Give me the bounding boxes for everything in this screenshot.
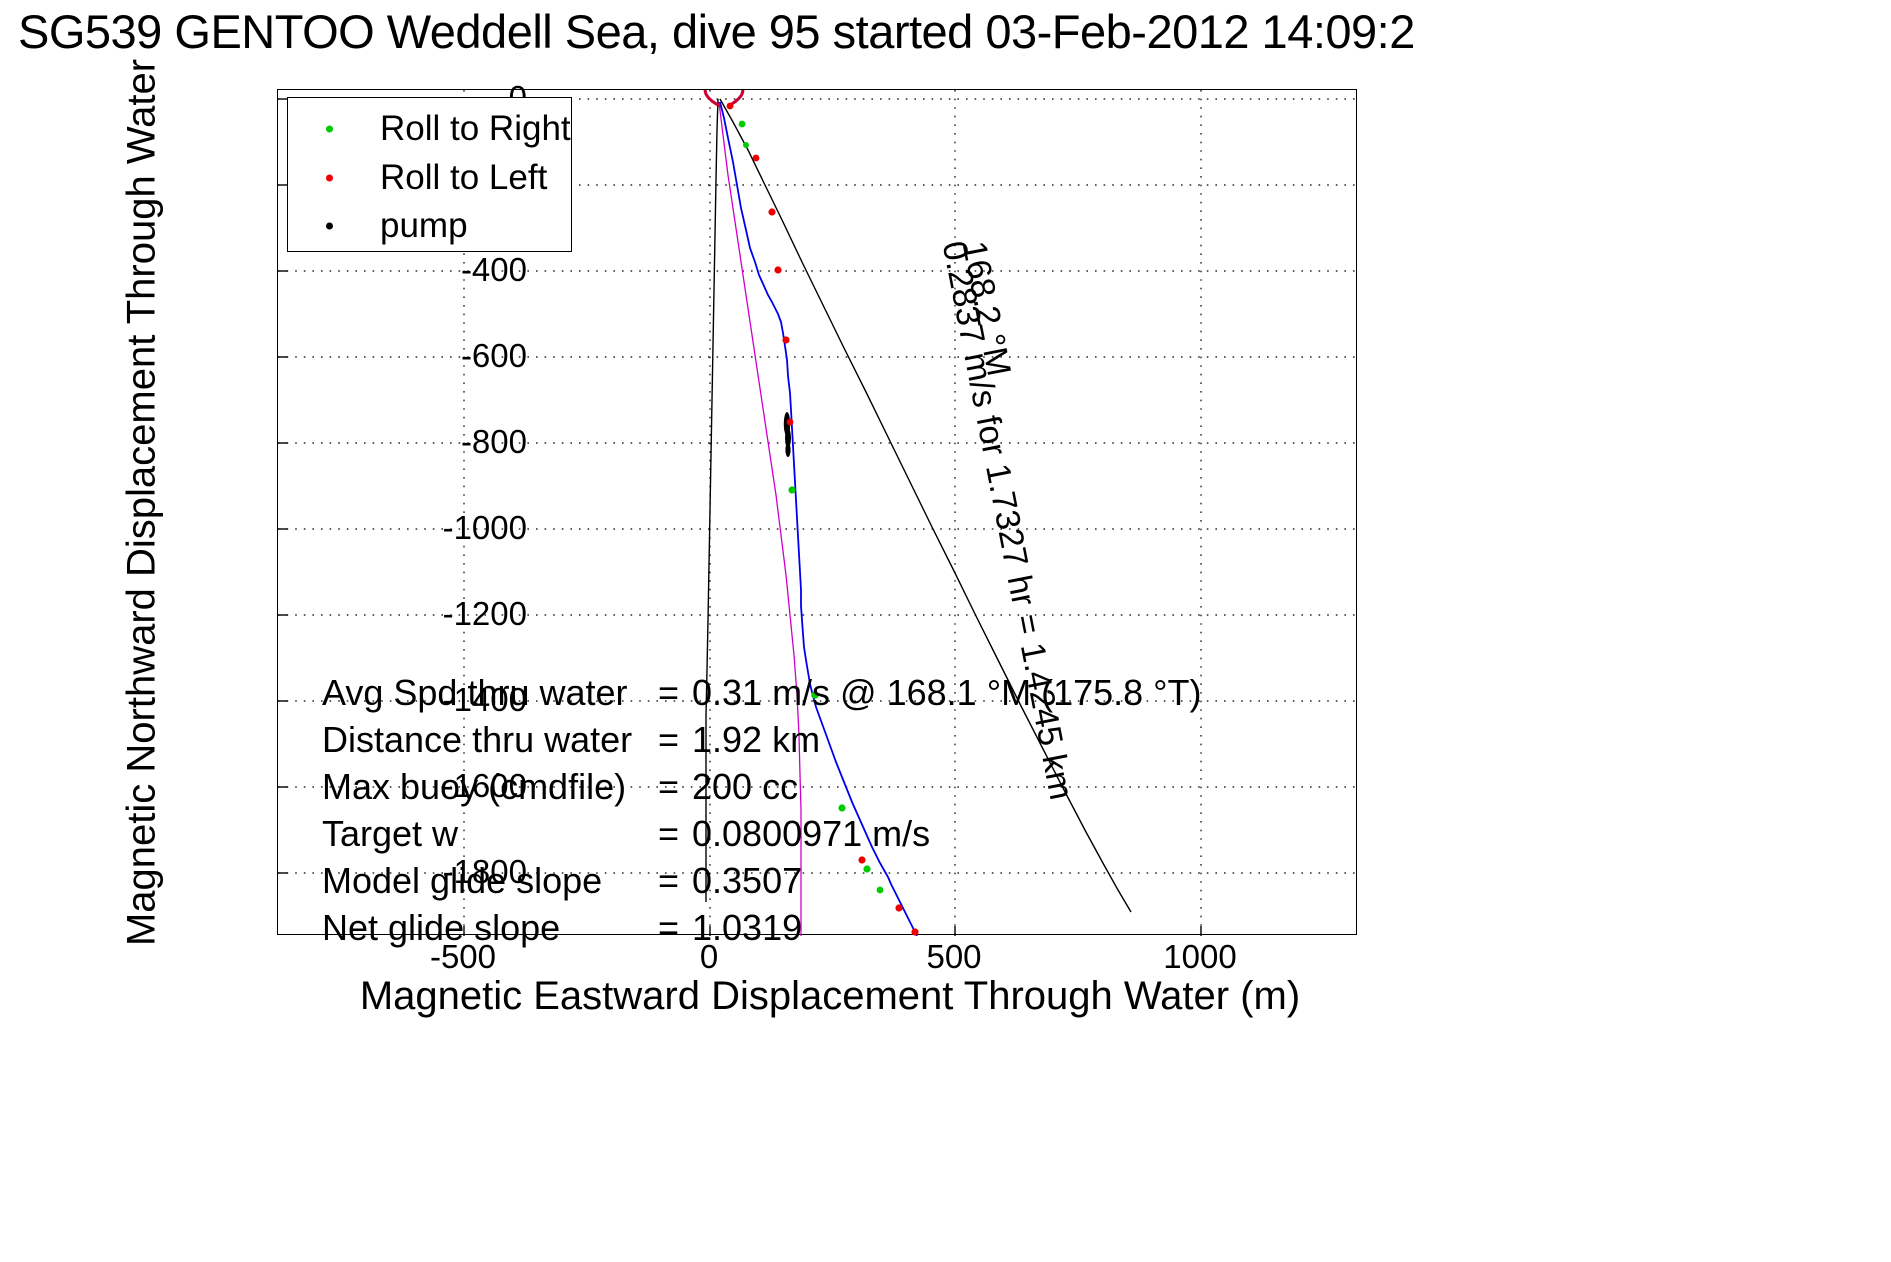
stat-value-target-w: 0.0800971 m/s	[692, 813, 931, 854]
stat-eq-distance: =	[658, 719, 680, 760]
stat-value-model-glide-slope: 0.3507	[692, 860, 803, 901]
stat-key-net-glide-slope: Net glide slope	[322, 907, 561, 948]
stat-key-target-w: Target w	[322, 813, 459, 854]
x-axis-label: Magnetic Eastward Displacement Through W…	[359, 974, 1301, 1018]
stat-eq-avg-speed: =	[658, 672, 680, 713]
stat-value-avg-speed: 0.31 m/s @ 168.1 °M (175.8 °T)	[692, 672, 1202, 713]
markers-pump	[783, 412, 791, 457]
stat-key-max-buoy: Max buoy (cmdfile)	[322, 766, 627, 807]
y-tick-9: -1800	[442, 853, 527, 890]
data-series	[703, 90, 1132, 936]
x-tick-0: -500	[429, 938, 497, 975]
legend-item-roll-left[interactable]: Roll to Left	[288, 154, 571, 202]
legend-label-roll-right: Roll to Right	[380, 109, 571, 148]
markers-roll-right	[738, 120, 884, 894]
x-tick-3: 1000	[1163, 938, 1237, 975]
series-vertical-reference	[705, 98, 719, 902]
stat-value-max-buoy: 200 cc	[692, 766, 799, 807]
stat-key-distance: Distance thru water	[322, 719, 633, 760]
y-tick-3: -600	[460, 337, 527, 374]
y-tick-2: -400	[460, 251, 527, 288]
stat-eq-max-buoy: =	[658, 766, 680, 807]
pump-marker-icon	[326, 222, 333, 230]
legend-item-roll-right[interactable]: Roll to Right	[288, 105, 571, 153]
legend-label-pump: pump	[380, 206, 468, 245]
series-dac-track	[718, 101, 802, 936]
stat-value-distance: 1.92 km	[692, 719, 821, 760]
y-tick-7: -1400	[442, 681, 527, 718]
stat-eq-model-glide-slope: =	[658, 860, 680, 901]
roll-left-marker-icon	[326, 174, 333, 182]
surface-loop	[703, 90, 745, 108]
series-displacement-track	[719, 101, 918, 936]
legend-label-roll-left: Roll to Left	[380, 158, 548, 197]
stat-value-net-glide-slope: 1.0319	[692, 907, 803, 948]
stat-key-avg-speed: Avg Spd thru water	[322, 672, 628, 713]
stat-key-model-glide-slope: Model glide slope	[322, 860, 603, 901]
y-tick-8: -1600	[442, 767, 527, 804]
y-axis-label: Magnetic Northward Displacement Through …	[119, 58, 164, 947]
x-tick-2: 500	[926, 938, 982, 975]
y-tick-5: -1000	[442, 509, 527, 546]
legend: Roll to Right Roll to Left pump	[287, 97, 572, 252]
stat-eq-target-w: =	[658, 813, 680, 854]
legend-item-pump[interactable]: pump	[288, 202, 571, 250]
y-tick-6: -1200	[442, 595, 527, 632]
x-tick-1: 0	[699, 938, 719, 975]
markers-roll-left	[726, 102, 919, 936]
series-model-track	[719, 98, 1132, 913]
y-tick-4: -800	[460, 423, 527, 460]
stat-eq-net-glide-slope: =	[658, 907, 680, 948]
page-title: SG539 GENTOO Weddell Sea, dive 95 starte…	[18, 5, 1415, 58]
roll-right-marker-icon	[326, 125, 333, 133]
